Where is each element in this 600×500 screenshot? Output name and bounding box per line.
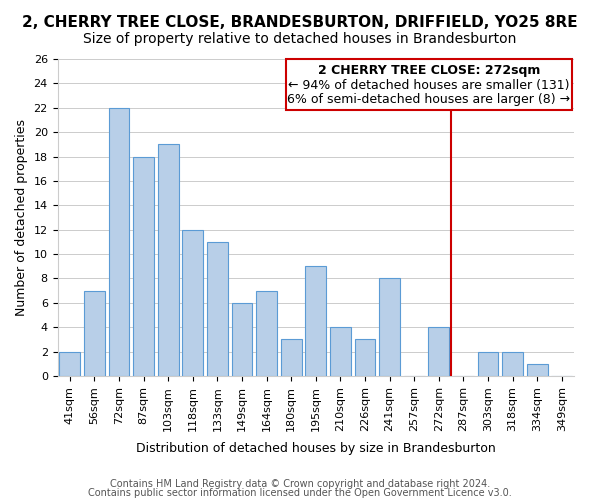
Bar [379,278,400,376]
Bar [355,340,376,376]
Text: Size of property relative to detached houses in Brandesburton: Size of property relative to detached ho… [83,32,517,46]
Bar [59,352,80,376]
Text: Contains public sector information licensed under the Open Government Licence v3: Contains public sector information licen… [88,488,512,498]
Bar [305,266,326,376]
Bar [84,290,105,376]
Bar [527,364,548,376]
Text: 6% of semi-detached houses are larger (8) →: 6% of semi-detached houses are larger (8… [287,92,571,106]
Bar [256,290,277,376]
Bar [207,242,228,376]
Y-axis label: Number of detached properties: Number of detached properties [15,119,28,316]
Bar [286,59,572,110]
Bar [133,156,154,376]
Text: 2 CHERRY TREE CLOSE: 272sqm: 2 CHERRY TREE CLOSE: 272sqm [318,64,540,78]
X-axis label: Distribution of detached houses by size in Brandesburton: Distribution of detached houses by size … [136,442,496,455]
Bar [281,340,302,376]
Bar [109,108,130,376]
Bar [478,352,499,376]
Bar [158,144,179,376]
Bar [502,352,523,376]
Bar [428,328,449,376]
Bar [182,230,203,376]
Bar [330,328,351,376]
Text: Contains HM Land Registry data © Crown copyright and database right 2024.: Contains HM Land Registry data © Crown c… [110,479,490,489]
Text: 2, CHERRY TREE CLOSE, BRANDESBURTON, DRIFFIELD, YO25 8RE: 2, CHERRY TREE CLOSE, BRANDESBURTON, DRI… [22,15,578,30]
Bar [232,303,253,376]
Text: ← 94% of detached houses are smaller (131): ← 94% of detached houses are smaller (13… [288,78,570,92]
